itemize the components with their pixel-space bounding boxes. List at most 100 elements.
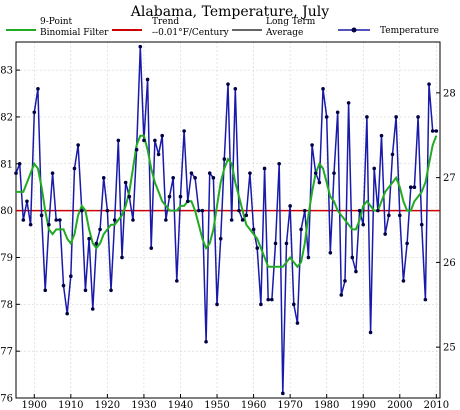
temperature-point bbox=[83, 288, 88, 293]
temperature-point bbox=[21, 218, 26, 222]
temperature-point bbox=[299, 227, 303, 232]
temperature-point bbox=[284, 241, 289, 246]
temperature-point bbox=[101, 176, 106, 180]
temperature-point bbox=[310, 143, 314, 147]
temperature-point bbox=[244, 213, 249, 218]
temperature-point bbox=[346, 101, 351, 105]
temperature-point bbox=[109, 288, 113, 293]
temperature-point bbox=[218, 236, 223, 241]
temperature-point bbox=[167, 194, 172, 199]
temperature-point bbox=[273, 241, 278, 246]
temperature-point bbox=[171, 176, 175, 180]
y-tick-label: 76 bbox=[0, 394, 13, 405]
temperature-point bbox=[72, 166, 77, 171]
temperature-point bbox=[32, 110, 37, 115]
x-tick-label: 1940 bbox=[168, 400, 193, 410]
temperature-point bbox=[237, 208, 241, 213]
temperature-point bbox=[270, 297, 274, 302]
temperature-point bbox=[76, 143, 80, 147]
temperature-point bbox=[430, 129, 435, 133]
temperature-point bbox=[387, 213, 391, 218]
temperature-point bbox=[291, 302, 296, 307]
temperature-point bbox=[427, 82, 431, 86]
temperature-point bbox=[306, 255, 311, 260]
y-tick-label: 82 bbox=[0, 112, 13, 123]
temperature-point bbox=[47, 222, 51, 227]
temperature-point bbox=[394, 115, 398, 119]
temperature-point bbox=[43, 288, 48, 293]
legend-label-line2: Average bbox=[265, 28, 303, 38]
x-tick-label: 1980 bbox=[314, 400, 339, 410]
temperature-point bbox=[54, 218, 59, 222]
legend-label: 9-Point bbox=[40, 17, 73, 27]
temperature-point bbox=[354, 269, 358, 274]
temperature-point bbox=[390, 152, 395, 157]
x-tick-label: 2000 bbox=[387, 400, 412, 410]
temperature-point bbox=[215, 302, 219, 307]
temperature-point bbox=[376, 208, 380, 213]
temperature-point bbox=[39, 213, 44, 218]
temperature-point bbox=[105, 208, 110, 213]
temperature-point bbox=[142, 138, 146, 143]
x-tick-label: 2010 bbox=[424, 400, 449, 410]
temperature-point bbox=[98, 227, 102, 232]
temperature-point bbox=[295, 321, 300, 325]
temperature-point bbox=[123, 180, 128, 185]
temperature-point bbox=[368, 330, 373, 335]
y2-tick-label: 27 bbox=[443, 173, 456, 184]
temperature-point bbox=[335, 110, 340, 115]
temperature-point bbox=[182, 129, 186, 133]
legend-label: Temperature bbox=[380, 26, 439, 36]
temperature-point bbox=[189, 171, 194, 175]
temperature-point bbox=[28, 222, 33, 227]
temperature-point bbox=[164, 218, 168, 222]
temperature-point bbox=[383, 232, 387, 236]
temperature-point bbox=[248, 171, 252, 175]
y-tick-label: 78 bbox=[0, 300, 13, 311]
temperature-point bbox=[120, 255, 124, 260]
temperature-point bbox=[397, 213, 402, 218]
x-tick-label: 1900 bbox=[22, 400, 47, 410]
temperature-point bbox=[412, 185, 417, 190]
y2-tick-label: 26 bbox=[443, 258, 456, 269]
temperature-point bbox=[324, 115, 329, 119]
x-tick-label: 1950 bbox=[204, 400, 229, 410]
temperature-point bbox=[65, 311, 69, 316]
chart-title: Alabama, Temperature, July bbox=[130, 4, 329, 20]
temperature-point bbox=[313, 171, 318, 175]
temperature-point bbox=[361, 222, 366, 227]
temperature-point bbox=[255, 246, 260, 250]
x-axis-ticks: 1900 1910 1920 1930 1940 1950 1960 1970 1980 1990… bbox=[22, 394, 449, 410]
temperature-point bbox=[328, 250, 333, 255]
temperature-point bbox=[434, 129, 439, 133]
temperature-point bbox=[131, 218, 135, 222]
x-tick-label: 1930 bbox=[131, 400, 156, 410]
temperature-point bbox=[416, 115, 420, 119]
temperature-point bbox=[145, 77, 150, 82]
temperature-point bbox=[408, 185, 413, 190]
temperature-point bbox=[50, 171, 55, 175]
temperature-point bbox=[58, 218, 62, 222]
x-tick-label: 1910 bbox=[58, 400, 83, 410]
temperature-point bbox=[156, 152, 161, 157]
temperature-point bbox=[350, 255, 355, 260]
temperature-point bbox=[134, 147, 139, 152]
temperature-point bbox=[423, 297, 428, 302]
temperature-point bbox=[204, 339, 208, 344]
temperature-point bbox=[222, 157, 227, 161]
y-tick-label: 81 bbox=[0, 159, 13, 170]
legend-label-line2: Binomial Filter bbox=[40, 28, 109, 38]
temperature-point bbox=[36, 87, 40, 91]
temperature-point bbox=[138, 44, 143, 49]
temperature-point bbox=[240, 218, 245, 222]
y-tick-label: 83 bbox=[0, 66, 13, 77]
temperature-point bbox=[251, 227, 256, 232]
temperature-point bbox=[419, 222, 424, 227]
filter-line bbox=[16, 134, 438, 269]
temperature-point bbox=[116, 138, 121, 143]
temperature-point bbox=[14, 171, 18, 175]
temperature-point bbox=[90, 307, 95, 311]
temperature-point bbox=[79, 208, 84, 213]
